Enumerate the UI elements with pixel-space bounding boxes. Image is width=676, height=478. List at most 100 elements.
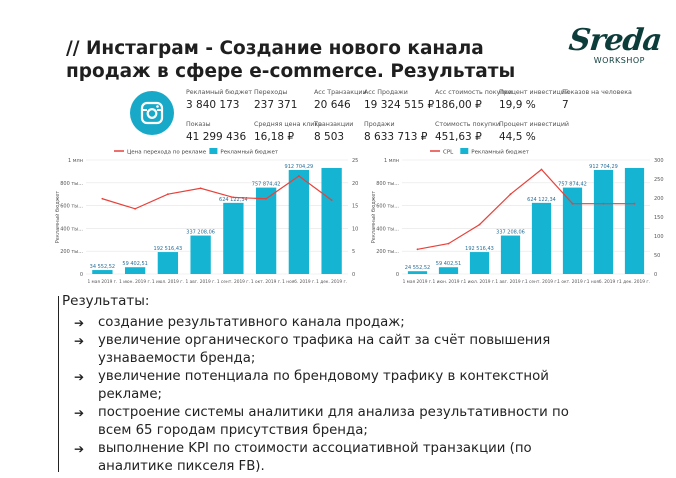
y-tick-label: 400 ты... — [60, 226, 83, 232]
metric-investment-percent: Процент инвестиций 19,9 % — [499, 89, 570, 111]
x-tick-label: 1 июн. 2019 г. — [433, 279, 465, 285]
line-point — [199, 187, 202, 190]
y2-tick-label: 300 — [654, 158, 664, 164]
metric-purchase-cost: Стоимость покупки 451,63 ₽ — [435, 121, 500, 143]
y-tick-label: 1 млн — [384, 158, 399, 164]
y-tick-label: 600 ты... — [376, 204, 399, 210]
arrow-icon: ➔ — [74, 334, 85, 348]
metric-assoc-sales: Асс Продажи 19 324 515 ₽ — [364, 89, 435, 111]
y2-tick-label: 20 — [352, 181, 358, 187]
bar-data-label: 59 402,51 — [122, 261, 147, 267]
line-point — [447, 242, 450, 245]
y-tick-label: 0 — [80, 272, 83, 278]
metric-investment-percent-2: Процент инвестиций 44,5 % — [499, 121, 570, 143]
results-divider — [58, 296, 59, 472]
bar-data-label: 192 516,43 — [465, 246, 494, 252]
bar-data-label: 59 402,51 — [436, 261, 461, 267]
bar — [321, 167, 342, 274]
y2-tick-label: 15 — [352, 204, 358, 210]
legend-bar-label: Рекламный бюджет — [471, 149, 529, 156]
bar — [593, 169, 614, 274]
y2-tick-label: 150 — [654, 215, 664, 221]
y2-tick-label: 50 — [654, 253, 660, 259]
bar — [223, 202, 244, 274]
y-tick-label: 800 ты... — [60, 181, 83, 187]
metric-impressions-per-person: Показов на человека 7 — [562, 89, 632, 111]
y-tick-label: 800 ты... — [376, 181, 399, 187]
bar — [562, 187, 583, 274]
metric-transactions: Транзакции 8 503 — [314, 121, 354, 143]
metric-clicks: Переходы 237 371 — [254, 89, 298, 111]
x-tick-label: 1 авг. 2019 г. — [186, 279, 216, 285]
bar-data-label: 624 122,34 — [219, 197, 248, 203]
bar-data-label: 337 208,06 — [496, 230, 525, 236]
line-point — [134, 207, 137, 210]
bar — [407, 271, 428, 274]
y2-tick-label: 25 — [352, 158, 358, 164]
line-point — [633, 202, 636, 205]
line-point — [330, 199, 333, 202]
y2-tick-label: 200 — [654, 196, 664, 202]
y-tick-label: 200 ты... — [376, 249, 399, 255]
bar — [157, 252, 179, 274]
results-item: ➔ создание результативного канала продаж; — [74, 315, 405, 330]
line-point — [166, 193, 169, 196]
x-tick-label: 1 окт. 2019 г. — [251, 279, 281, 285]
arrow-icon: ➔ — [74, 406, 85, 420]
legend-bar-swatch — [209, 148, 218, 154]
legend-line-label: CPL — [443, 150, 454, 156]
bar — [124, 267, 146, 274]
chart-ad-budget-vs-click-price: Цена перехода по рекламе Рекламный бюджет… — [52, 146, 368, 294]
metrics-row-1: Рекламный бюджет 3 840 173 Переходы 237 37… — [186, 88, 646, 114]
line-point — [602, 202, 605, 205]
legend-bar-label: Рекламный бюджет — [220, 149, 278, 156]
bar-data-label: 192 516,43 — [154, 246, 183, 252]
line-point — [571, 202, 574, 205]
arrow-icon: ➔ — [74, 370, 85, 384]
metric-assoc-purchase-cost: Асс стоимость покупки 186,00 ₽ — [435, 89, 513, 111]
bar — [438, 267, 459, 274]
bar-data-label: 757 874,42 — [558, 182, 587, 188]
bar-data-label: 24 552,52 — [405, 265, 430, 271]
results-item: ➔ увеличение органического трафика на сай… — [74, 333, 551, 366]
results-item: ➔ увеличение потенциала по брендовому тра… — [74, 369, 549, 402]
results-list: ➔ создание результативного канала продаж;… — [74, 314, 574, 476]
bar — [531, 202, 552, 274]
bar-data-label: 912 704,29 — [589, 164, 618, 170]
line-point — [297, 175, 300, 177]
x-tick-label: 1 окт. 2019 г. — [557, 279, 587, 285]
x-tick-label: 1 июл. 2019 г. — [152, 279, 184, 285]
y-tick-label: 200 ты... — [60, 249, 83, 255]
metric-sales: Продажи 8 633 713 ₽ — [364, 121, 428, 143]
y-tick-label: 600 ты... — [60, 204, 83, 210]
bar — [190, 235, 211, 274]
chart-1-svg: Цена перехода по рекламе Рекламный бюджет… — [54, 148, 358, 285]
y2-tick-label: 0 — [654, 272, 657, 278]
bar — [500, 235, 521, 274]
y2-tick-label: 10 — [352, 226, 358, 232]
line-series — [102, 175, 332, 210]
instagram-icon — [130, 91, 174, 135]
results-item: ➔ построение системы аналитики для анализ… — [74, 405, 569, 438]
y-tick-label: 400 ты... — [376, 226, 399, 232]
y-axis-label: Рекламный бюджет — [370, 191, 377, 244]
bar-data-label: 912 704,29 — [285, 164, 314, 170]
chart-ad-budget-vs-cpl: CPL Рекламный бюджет 0 200 ты... 400 ты... 60… — [368, 146, 668, 294]
metric-impressions: Показы 41 299 436 — [186, 121, 247, 143]
x-tick-label: 1 дек. 2019 г. — [316, 279, 347, 285]
metric-avg-cpc: Средняя цена клика 16,18 ₽ — [254, 121, 323, 143]
y-axis-label: Рекламный бюджет — [54, 191, 61, 244]
x-tick-label: 1 мая 2019 г. — [87, 279, 117, 285]
bar — [92, 270, 113, 274]
bar — [624, 167, 645, 274]
bar-data-label: 624 122,34 — [527, 197, 556, 203]
logo-brand: Sreda — [567, 23, 663, 58]
legend-bar-swatch — [460, 148, 469, 154]
arrow-icon: ➔ — [74, 316, 85, 330]
line-point — [232, 196, 235, 199]
x-tick-label: 1 дек. 2019 г. — [619, 279, 650, 285]
x-tick-label: 1 нояб. 2019 г. — [587, 279, 620, 285]
y-tick-label: 1 млн — [68, 158, 83, 164]
y2-tick-label: 100 — [654, 234, 664, 240]
metrics-row-2: Показы 41 299 436 Средняя цена клика 16,18… — [186, 120, 646, 146]
